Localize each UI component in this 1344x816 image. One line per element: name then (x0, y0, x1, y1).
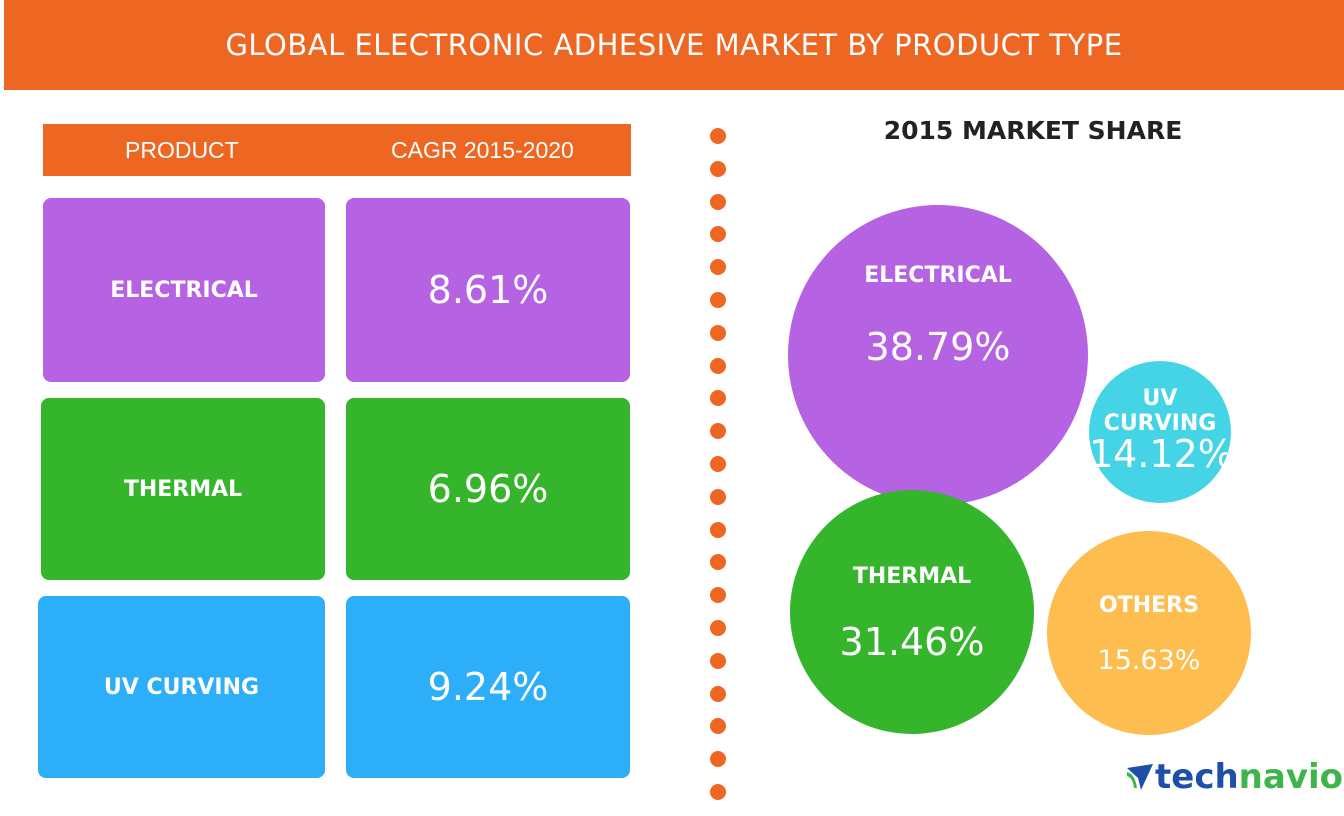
cagr-value: 6.96% (427, 467, 549, 511)
cagr-value: 9.24% (427, 665, 549, 709)
cagr-cell: 6.96% (346, 398, 630, 580)
divider-dot (710, 620, 726, 636)
page-title: GLOBAL ELECTRONIC ADHESIVE MARKET BY PRO… (4, 0, 1344, 90)
bubble-label: THERMAL (852, 564, 972, 589)
cagr-cell: 9.24% (346, 596, 630, 778)
divider-dot (710, 357, 726, 374)
bubble-value: 15.63% (1097, 645, 1201, 676)
bubble-thermal: THERMAL 31.46% (790, 490, 1034, 734)
divider-dot (710, 521, 726, 538)
divider-dot (710, 128, 726, 144)
bubble-value: 14.12% (1089, 432, 1234, 476)
product-cell: THERMAL (41, 398, 325, 580)
divider-dot (710, 259, 726, 276)
header-cagr: CAGR 2015-2020 (391, 137, 574, 163)
product-label: UV CURVING (103, 674, 260, 700)
divider-dot (710, 423, 726, 440)
divider-dot (710, 292, 726, 308)
bubble-value: 31.46% (839, 620, 985, 664)
bubble-uv-curving: UV CURVING 14.12% (1089, 361, 1234, 503)
divider-dot (710, 587, 726, 604)
product-label: THERMAL (123, 476, 243, 502)
technavio-logo: tech navio (1125, 757, 1343, 797)
divider-dot (710, 685, 726, 702)
title-text: GLOBAL ELECTRONIC ADHESIVE MARKET BY PRO… (225, 28, 1123, 62)
divider-dot (710, 784, 726, 800)
bubble-value: 38.79% (865, 325, 1011, 369)
divider-dot (710, 488, 726, 505)
divider-dot (710, 456, 726, 472)
table-header: PRODUCT CAGR 2015-2020 (43, 124, 631, 176)
divider-dot (710, 390, 726, 407)
bubble-others: OTHERS 15.63% (1047, 531, 1251, 735)
bubble-label: UV CURVING (1103, 386, 1217, 436)
logo-text-tech: tech (1155, 757, 1239, 797)
divider-dot (710, 193, 726, 210)
technavio-arrow-icon (1127, 764, 1153, 790)
divider-dot (710, 554, 726, 571)
product-label: ELECTRICAL (110, 277, 258, 303)
cagr-cell: 8.61% (346, 198, 630, 382)
divider-dot (710, 652, 726, 669)
divider-dot (710, 160, 726, 177)
divider-dot (710, 718, 726, 735)
header-product: PRODUCT (125, 137, 239, 163)
logo-text-navio: navio (1238, 757, 1343, 797)
market-share-title: 2015 MARKET SHARE (883, 116, 1183, 145)
product-cell: ELECTRICAL (43, 198, 325, 382)
product-cell: UV CURVING (38, 596, 325, 778)
bubble-label: OTHERS (1099, 593, 1199, 618)
divider-dot (710, 226, 726, 243)
divider-dot (710, 324, 726, 341)
divider-dot (710, 751, 726, 768)
bubble-label: ELECTRICAL (864, 263, 1012, 288)
cagr-value: 8.61% (427, 268, 549, 312)
bubble-electrical: ELECTRICAL 38.79% (788, 205, 1088, 505)
